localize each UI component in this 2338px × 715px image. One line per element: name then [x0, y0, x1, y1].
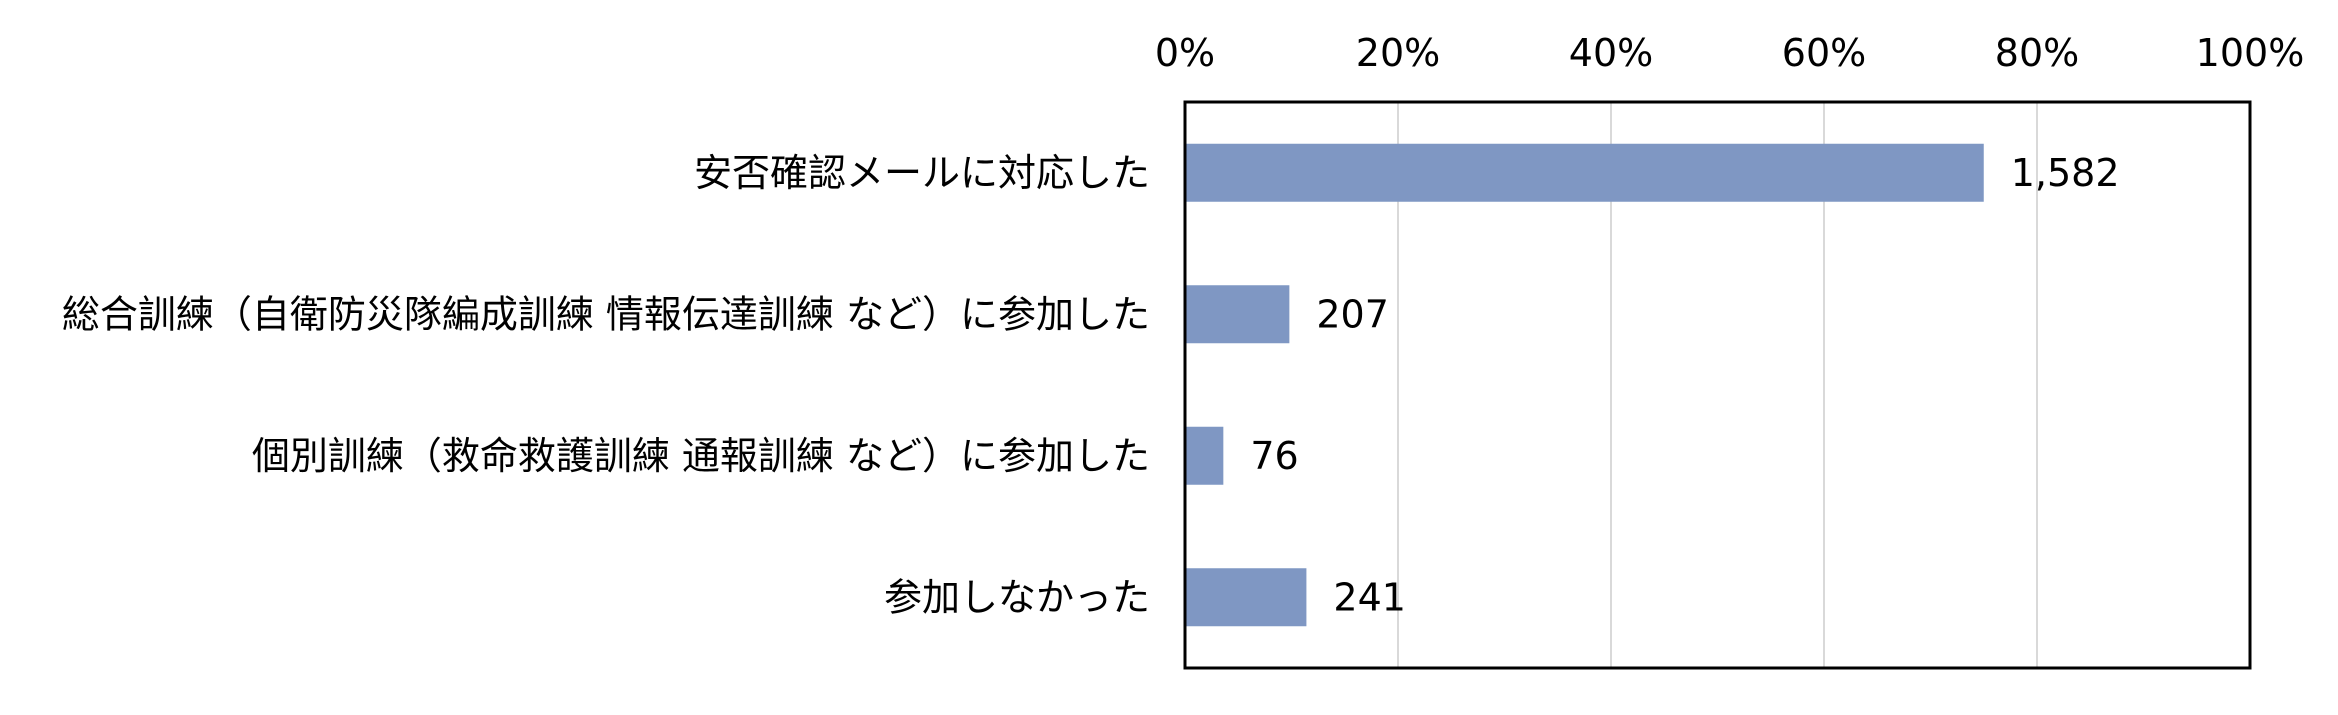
x-tick-label: 60% — [1782, 31, 1866, 75]
bars — [1185, 143, 1984, 627]
data-label: 76 — [1250, 434, 1298, 478]
bar — [1185, 285, 1290, 344]
data-label: 1,582 — [2011, 151, 2120, 195]
plot-area-frame — [1183, 100, 2252, 670]
data-label: 207 — [1316, 292, 1389, 336]
data-labels: 1,582 207 76 241 — [1250, 151, 2119, 620]
category-label: 安否確認メールに対応した — [694, 151, 1150, 195]
x-tick-label: 40% — [1569, 31, 1653, 75]
x-tick-label: 0% — [1155, 31, 1215, 75]
x-tick-label: 100% — [2196, 31, 2305, 75]
bar — [1185, 143, 1984, 202]
x-tick-label: 80% — [1995, 31, 2079, 75]
x-tick-label: 20% — [1356, 31, 1440, 75]
category-label: 総合訓練（自衛防災隊編成訓練 情報伝達訓練 など）に参加した — [62, 292, 1150, 336]
category-label: 参加しなかった — [884, 575, 1150, 619]
data-label: 241 — [1333, 575, 1406, 619]
x-axis-tick-labels: 0% 20% 40% 60% 80% 100% — [1155, 31, 2304, 75]
category-label: 個別訓練（救命救護訓練 通報訓練 など）に参加した — [252, 434, 1150, 478]
bar — [1185, 568, 1307, 627]
bar — [1185, 426, 1224, 485]
